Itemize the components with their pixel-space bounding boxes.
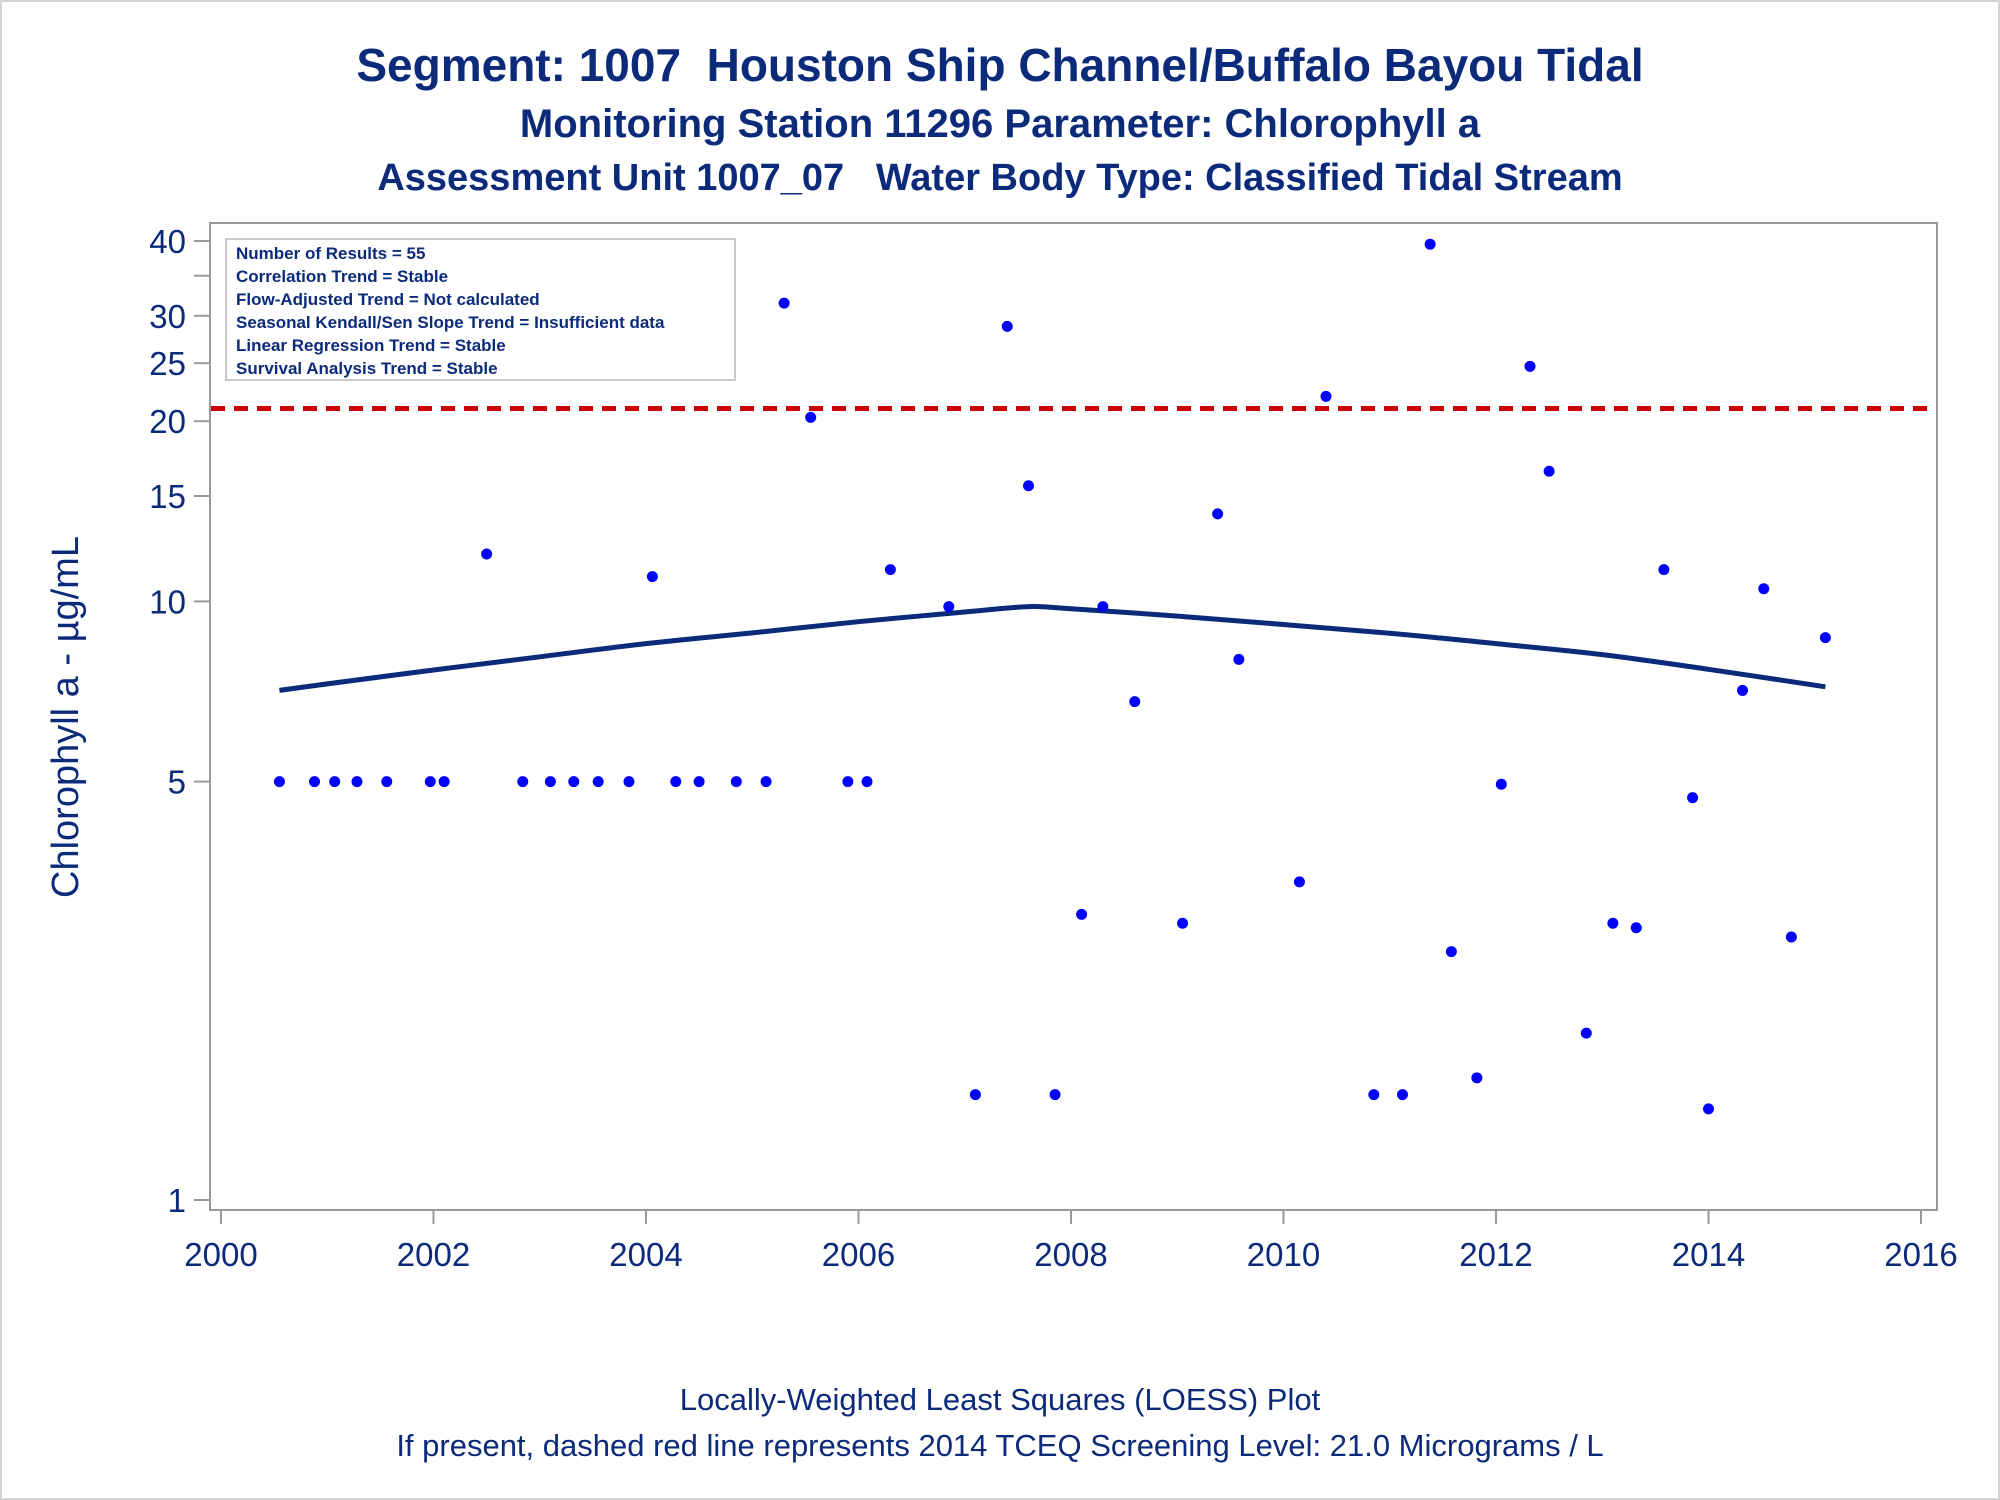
- data-point: [1177, 917, 1189, 929]
- data-point: [943, 601, 955, 613]
- y-tick-label: 40: [149, 223, 186, 260]
- loess-curve: [279, 603, 1826, 693]
- data-point: [309, 776, 320, 788]
- data-point: [1785, 931, 1797, 943]
- data-point: [1703, 1103, 1714, 1115]
- x-tick-label: 2012: [1459, 1236, 1532, 1273]
- data-point: [1687, 792, 1699, 804]
- footnote-loess: Locally-Weighted Least Squares (LOESS) P…: [679, 1382, 1321, 1417]
- footnote-screening-level: If present, dashed red line represents 2…: [396, 1428, 1604, 1463]
- data-point: [568, 776, 580, 788]
- data-point: [1445, 946, 1457, 958]
- data-point: [544, 776, 556, 788]
- data-point: [1233, 653, 1245, 665]
- data-point: [1424, 238, 1436, 250]
- data-point: [1580, 1027, 1592, 1039]
- data-point: [1293, 876, 1305, 888]
- x-tick-label: 2000: [184, 1236, 257, 1273]
- stat-correlation-trend: Correlation Trend = Stable: [236, 267, 448, 286]
- stat-seasonal-kendall-trend: Seasonal Kendall/Sen Slope Trend = Insuf…: [236, 313, 665, 332]
- data-point: [693, 776, 705, 788]
- data-point: [861, 776, 873, 788]
- data-point: [623, 776, 635, 788]
- stat-linear-regression-trend: Linear Regression Trend = Stable: [236, 336, 506, 355]
- data-point: [517, 776, 529, 788]
- data-point: [842, 776, 854, 788]
- y-tick-label: 1: [168, 1182, 186, 1219]
- data-point: [481, 548, 493, 560]
- data-point: [592, 776, 604, 788]
- y-tick-label: 30: [149, 298, 186, 335]
- data-point: [884, 564, 896, 576]
- data-point: [424, 776, 436, 788]
- x-tick-label: 2002: [397, 1236, 470, 1273]
- x-tick-label: 2004: [609, 1236, 682, 1273]
- data-point: [805, 411, 817, 423]
- y-tick-label: 15: [149, 478, 186, 515]
- y-tick-label: 25: [149, 345, 186, 382]
- data-point: [969, 1089, 981, 1101]
- data-point: [1495, 778, 1507, 790]
- data-point: [438, 776, 450, 788]
- x-tick-label: 2008: [1034, 1236, 1107, 1273]
- plot-area: [209, 222, 1938, 1211]
- chart-subtitle-assessment: Assessment Unit 1007_07 Water Body Type:…: [377, 157, 1623, 199]
- data-point: [1076, 908, 1088, 920]
- data-point: [1001, 320, 1013, 332]
- data-point: [1397, 1089, 1408, 1101]
- data-point: [1320, 390, 1332, 402]
- stats-box-border: [225, 238, 736, 381]
- x-tick-label: 2014: [1672, 1236, 1745, 1273]
- data-point: [1758, 583, 1770, 595]
- stat-number-of-results: Number of Results = 55: [236, 244, 425, 263]
- chart-title: Segment: 1007 Houston Ship Channel/Buffa…: [356, 39, 1644, 91]
- data-point: [1129, 696, 1141, 708]
- data-point: [1543, 465, 1555, 477]
- data-point: [1630, 922, 1642, 934]
- data-point: [1607, 917, 1619, 929]
- data-point: [381, 776, 393, 788]
- data-point: [351, 776, 363, 788]
- data-point: [1049, 1089, 1061, 1101]
- x-tick-label: 2006: [822, 1236, 895, 1273]
- y-tick-label: 5: [168, 764, 186, 801]
- y-tick-label: 20: [149, 403, 186, 440]
- stat-survival-analysis-trend: Survival Analysis Trend = Stable: [236, 359, 498, 378]
- data-point: [1097, 601, 1109, 613]
- data-point: [778, 297, 790, 309]
- x-tick-label: 2016: [1884, 1236, 1957, 1273]
- data-point: [273, 776, 285, 788]
- x-tick-label: 2010: [1247, 1236, 1320, 1273]
- data-point: [1368, 1089, 1380, 1101]
- stats-box: Number of Results = 55 Correlation Trend…: [225, 238, 736, 381]
- data-point: [329, 776, 341, 788]
- chart-subtitle-station: Monitoring Station 11296 Parameter: Chlo…: [519, 102, 1481, 146]
- data-point: [646, 571, 658, 583]
- data-point: [1524, 360, 1536, 372]
- stat-flow-adjusted-trend: Flow-Adjusted Trend = Not calculated: [236, 290, 540, 309]
- data-point: [730, 776, 742, 788]
- data-point: [1819, 632, 1831, 644]
- data-point: [1212, 508, 1224, 520]
- data-point: [1023, 480, 1034, 492]
- x-axis: 2000 2002 2004 2006 2008 2010 2012 2014 2016: [184, 1210, 1958, 1273]
- data-point: [1471, 1072, 1483, 1084]
- y-tick-label: 10: [149, 583, 186, 620]
- data-point: [1737, 684, 1748, 696]
- y-axis-label: Chlorophyll a - µg/mL: [45, 536, 87, 898]
- data-point: [760, 776, 772, 788]
- data-point: [1658, 564, 1670, 576]
- data-point: [670, 776, 682, 788]
